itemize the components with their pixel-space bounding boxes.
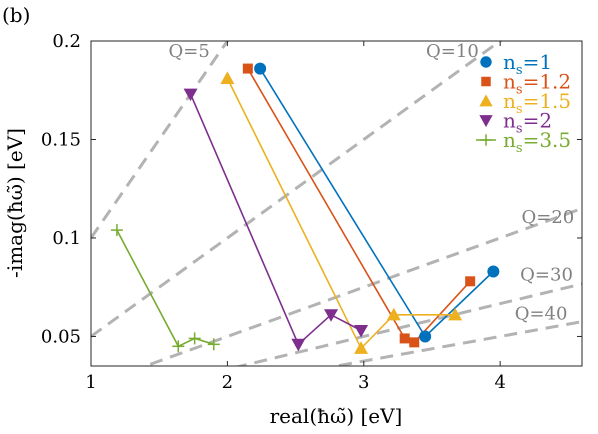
q-line-label: Q=10 <box>426 41 479 62</box>
y-tick-label: 0.1 <box>52 228 81 249</box>
data-point-circle <box>419 330 432 343</box>
series-line <box>189 93 362 346</box>
x-tick-label: 4 <box>494 372 505 393</box>
legend-label: ns=1.2 <box>503 70 571 98</box>
x-tick-label: 3 <box>358 372 369 393</box>
data-point-circle <box>254 62 267 75</box>
q-line-label: Q=20 <box>522 207 575 228</box>
series-line <box>226 78 456 350</box>
legend-label: ns=1.5 <box>503 89 571 117</box>
data-point-square <box>242 63 253 74</box>
legend-label: ns=2 <box>503 109 552 137</box>
q-line-label: Q=5 <box>169 41 210 62</box>
data-point-plus <box>188 332 201 345</box>
data-point-triangle-up <box>354 341 369 354</box>
data-point-square <box>409 337 420 348</box>
panel-label: (b) <box>2 3 30 27</box>
plot-frame <box>90 40 583 367</box>
data-point-plus <box>110 224 123 237</box>
q-line-label: Q=40 <box>515 304 568 325</box>
x-axis-label: real(ħω̃) [eV] <box>270 404 403 428</box>
data-point-plus <box>172 340 185 353</box>
data-point-plus <box>207 338 220 351</box>
data-point-circle <box>480 56 492 68</box>
data-point-triangle-up <box>220 71 235 85</box>
data-point-square <box>399 333 410 344</box>
x-tick-label: 1 <box>85 372 96 393</box>
y-tick-label: 0.05 <box>41 326 81 347</box>
q-reference-line <box>234 282 582 366</box>
legend-label: ns=3.5 <box>503 128 571 156</box>
y-tick-label: 0.15 <box>41 129 81 150</box>
data-point-triangle-down <box>479 115 493 128</box>
data-point-triangle-down <box>183 88 198 102</box>
data-point-triangle-down <box>324 309 339 322</box>
data-point-triangle-down <box>291 338 306 352</box>
data-point-plus <box>480 134 492 146</box>
legend-label: ns=1 <box>503 50 552 78</box>
data-point-circle <box>487 265 500 278</box>
data-point-square <box>481 76 491 87</box>
x-tick-label: 2 <box>222 372 233 393</box>
y-axis-label: -imag(ħω̃) [eV] <box>3 128 27 278</box>
data-point-triangle-down <box>354 324 369 338</box>
data-point-triangle-up <box>479 94 493 107</box>
data-point-triangle-up <box>386 307 401 321</box>
data-point-square <box>465 276 476 287</box>
y-tick-label: 0.2 <box>52 31 81 52</box>
data-point-triangle-up <box>448 307 463 321</box>
q-line-label: Q=30 <box>520 264 573 285</box>
series-line <box>116 229 215 348</box>
legend: ns=1ns=1.2ns=1.5ns=2ns=3.5 <box>476 50 571 156</box>
